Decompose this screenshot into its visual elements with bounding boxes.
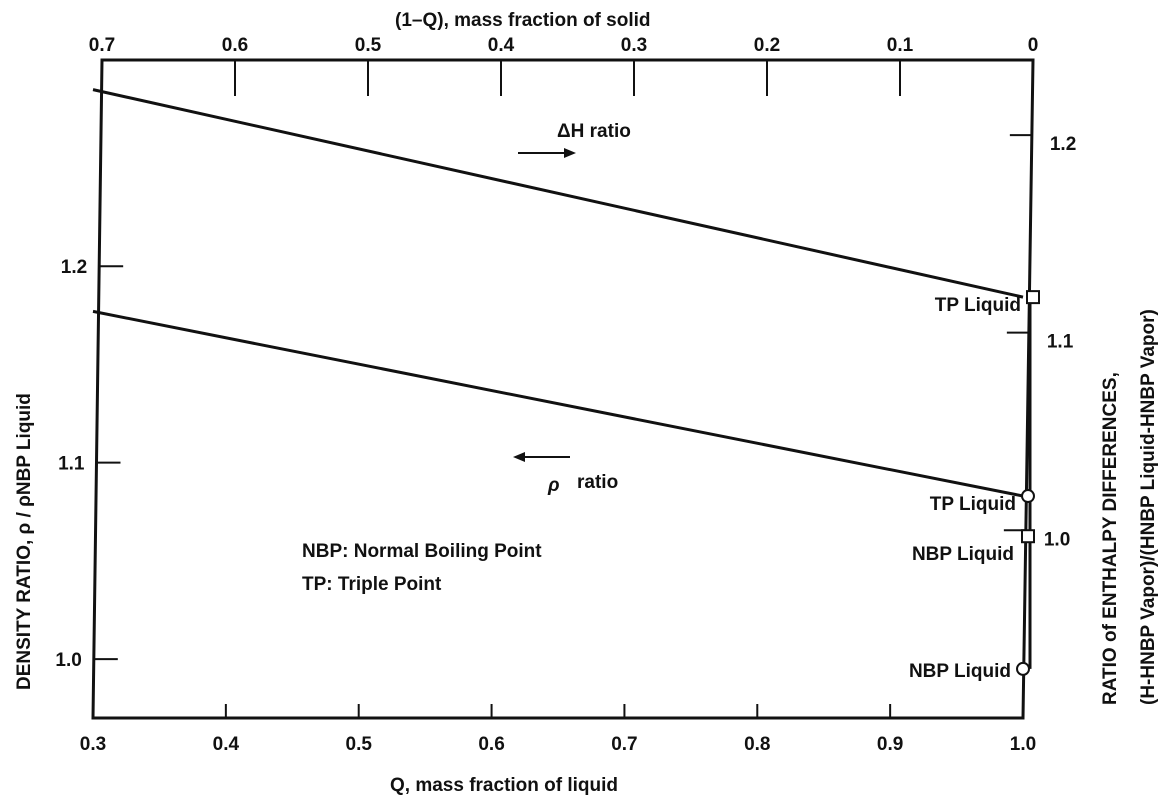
x-bottom-axis-title: Q, mass fraction of liquid [390, 775, 618, 796]
marker-label: NBP Liquid [909, 661, 1011, 682]
rho-ratio-arrow-head [513, 452, 525, 462]
x-bottom-tick-label: 1.0 [1010, 734, 1036, 755]
dh-ratio-arrow-head [564, 148, 576, 158]
rho-ratio-word: ratio [577, 472, 618, 493]
x-bottom-tick-label: 0.8 [744, 734, 770, 755]
x-top-tick-label: 0.5 [355, 35, 382, 56]
y-right-tick-label: 1.0 [1044, 529, 1070, 550]
x-top-tick-label: 0.3 [621, 35, 647, 56]
y-right-axis-title-line2: (H-HNBP Vapor)/(HNBP Liquid-HNBP Vapor) [1138, 309, 1159, 705]
y-left-tick-label: 1.1 [58, 454, 85, 475]
x-bottom-tick-label: 0.6 [478, 734, 504, 755]
y-left-tick-label: 1.0 [55, 650, 81, 671]
x-top-tick-label: 0.6 [222, 35, 248, 56]
y-left-tick-label: 1.2 [61, 257, 87, 278]
dh-ratio-line [92, 88, 1024, 299]
x-top-tick-label: 0.4 [488, 35, 515, 56]
y-right-tick-label: 1.2 [1050, 134, 1076, 155]
rho-symbol: ρ [547, 475, 560, 496]
right-axis-ticks: 1.0 1.1 1.2 [1003, 134, 1076, 550]
marker-label: TP Liquid [930, 494, 1016, 515]
y-right-tick-label: 1.1 [1047, 332, 1074, 353]
dh-ratio-label: ΔH ratio [557, 121, 631, 142]
y-left-axis-title: DENSITY RATIO, ρ / ρNBP Liquid [14, 393, 35, 690]
x-bottom-tick-label: 0.9 [877, 734, 903, 755]
marker-layer: TP Liquid NBP Liquid TP Liquid NBP Liquid [909, 290, 1040, 682]
bottom-axis-ticks: 0.3 0.4 0.5 0.6 0.7 0.8 0.9 1.0 [80, 704, 1036, 755]
x-bottom-tick-label: 0.4 [213, 734, 240, 755]
x-bottom-tick-label: 0.7 [611, 734, 637, 755]
x-bottom-tick-label: 0.5 [346, 734, 373, 755]
marker-circle [1016, 661, 1030, 676]
top-axis-ticks: 0.7 0.6 0.5 0.4 0.3 0.2 0.1 0 [89, 35, 1039, 96]
series-layer [92, 88, 1032, 669]
x-top-tick-label: 0.7 [89, 35, 115, 56]
left-axis-ticks: 1.0 1.1 1.2 [55, 257, 124, 671]
legend-note-nbp: NBP: Normal Boiling Point [302, 541, 542, 562]
x-top-axis-title: (1–Q), mass fraction of solid [395, 10, 651, 31]
marker-circle [1021, 489, 1035, 504]
x-top-tick-label: 0.1 [887, 35, 914, 56]
plot-frame [91, 58, 1035, 720]
y-right-axis-title-line1: RATIO of ENTHALPY DIFFERENCES, [1100, 372, 1121, 705]
x-top-tick-label: 0 [1028, 35, 1039, 56]
x-bottom-tick-label: 0.3 [80, 734, 106, 755]
marker-square [1021, 529, 1035, 544]
marker-label: NBP Liquid [912, 544, 1014, 565]
legend-note-tp: TP: Triple Point [302, 574, 442, 595]
marker-label: TP Liquid [935, 295, 1021, 316]
marker-square [1026, 290, 1040, 305]
rho-ratio-line [92, 309, 1024, 498]
x-top-tick-label: 0.2 [754, 35, 780, 56]
